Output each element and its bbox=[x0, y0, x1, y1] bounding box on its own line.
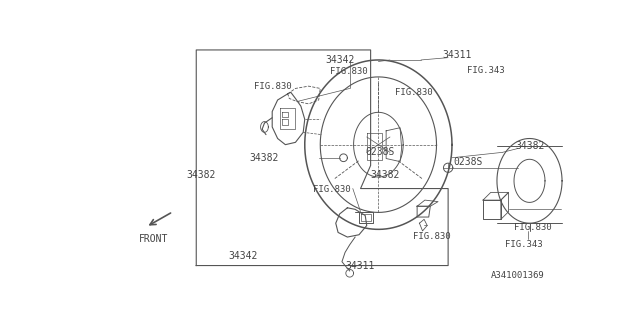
Text: 34311: 34311 bbox=[346, 261, 375, 271]
Text: A341001369: A341001369 bbox=[491, 271, 545, 280]
Text: 34382: 34382 bbox=[370, 170, 399, 180]
Text: FIG.830: FIG.830 bbox=[330, 67, 368, 76]
Text: FIG.830: FIG.830 bbox=[413, 232, 451, 241]
Text: 34311: 34311 bbox=[443, 50, 472, 60]
Text: 34382: 34382 bbox=[187, 170, 216, 180]
Text: 34342: 34342 bbox=[325, 55, 355, 65]
Text: FIG.343: FIG.343 bbox=[505, 240, 542, 249]
Text: FIG.830: FIG.830 bbox=[312, 185, 350, 194]
Text: 0238S: 0238S bbox=[454, 156, 483, 167]
Text: 34382: 34382 bbox=[516, 141, 545, 151]
Text: FRONT: FRONT bbox=[139, 234, 168, 244]
Text: FIG.830: FIG.830 bbox=[514, 222, 552, 232]
Text: FIG.830: FIG.830 bbox=[253, 82, 291, 91]
Text: 34342: 34342 bbox=[229, 252, 258, 261]
Text: 0238S: 0238S bbox=[365, 147, 395, 157]
Text: FIG.830: FIG.830 bbox=[395, 88, 433, 97]
Text: 34382: 34382 bbox=[249, 153, 278, 163]
Text: FIG.343: FIG.343 bbox=[467, 66, 504, 75]
